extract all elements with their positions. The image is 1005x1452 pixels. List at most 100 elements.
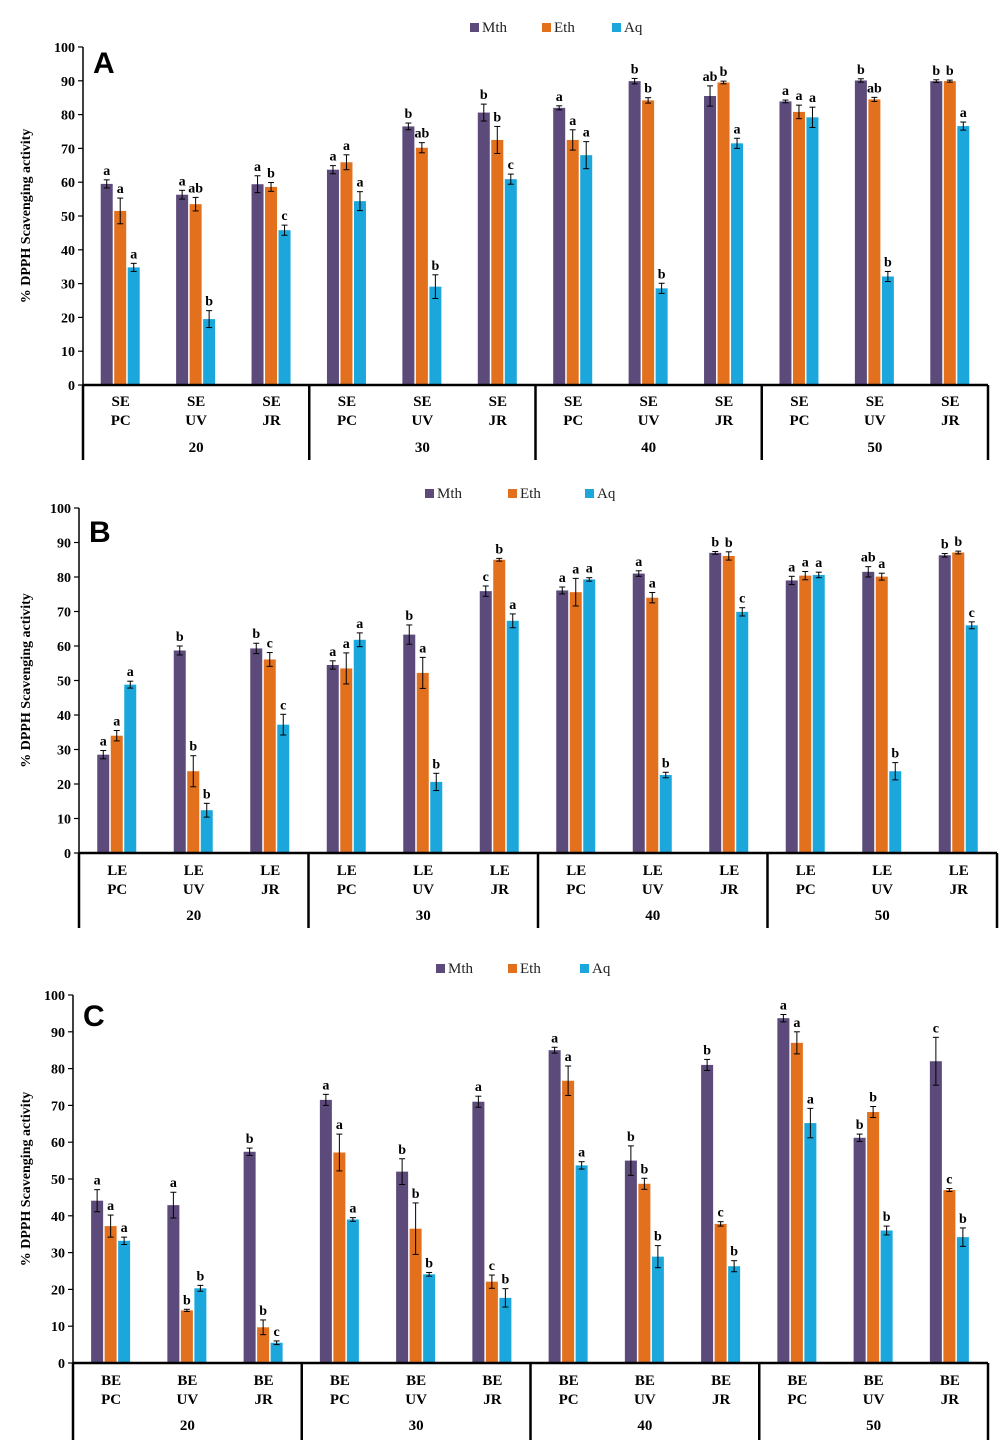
bar-eth xyxy=(562,1080,575,1363)
significance-label: a xyxy=(878,557,885,572)
category-label-treatment: PC xyxy=(337,413,357,429)
bar-aq xyxy=(277,724,290,853)
bar-mth xyxy=(167,1205,180,1363)
significance-label: a xyxy=(782,84,789,99)
significance-label: a xyxy=(795,89,802,104)
bar-aq xyxy=(194,1288,207,1363)
y-tick-label: 100 xyxy=(50,502,71,517)
bar-aq xyxy=(346,1219,359,1363)
significance-label: a xyxy=(572,562,579,577)
legend-swatch-eth xyxy=(508,964,517,973)
category-label-treatment: PC xyxy=(559,1392,579,1408)
bar-mth xyxy=(402,126,415,386)
bar-aq xyxy=(651,1256,664,1363)
y-tick-label: 20 xyxy=(61,311,75,326)
y-tick-label: 40 xyxy=(61,244,75,259)
significance-label: b xyxy=(725,536,733,551)
significance-label: ab xyxy=(414,127,429,142)
category-label-treatment: JR xyxy=(261,882,280,898)
bar-mth xyxy=(862,571,875,853)
category-label-treatment: JR xyxy=(715,413,734,429)
category-label-extract: LE xyxy=(260,863,280,879)
category-label-treatment: UV xyxy=(412,882,434,898)
bar-aq xyxy=(736,611,749,853)
y-tick-label: 70 xyxy=(57,606,71,621)
bar-eth xyxy=(569,592,582,853)
category-label-extract: BE xyxy=(254,1373,274,1389)
significance-label: a xyxy=(649,577,656,592)
bar-aq xyxy=(200,810,213,853)
significance-label: a xyxy=(565,1050,572,1065)
y-tick-label: 80 xyxy=(61,109,75,124)
significance-label: b xyxy=(932,64,940,79)
y-tick-label: 60 xyxy=(61,176,75,191)
y-tick-label: 70 xyxy=(51,1099,65,1114)
bar-aq xyxy=(504,179,517,385)
bar-eth xyxy=(875,576,888,853)
significance-label: ab xyxy=(703,70,718,85)
significance-label: b xyxy=(405,609,413,624)
bar-mth xyxy=(326,664,339,853)
bar-aq xyxy=(118,1240,131,1363)
legend-swatch-aq xyxy=(580,964,589,973)
significance-label: a xyxy=(322,1078,329,1093)
bar-eth xyxy=(566,139,579,385)
category-label-extract: SE xyxy=(866,394,884,410)
y-tick-label: 10 xyxy=(57,813,71,828)
category-label-extract: BE xyxy=(711,1373,731,1389)
y-tick-label: 100 xyxy=(54,41,75,56)
bar-mth xyxy=(396,1171,409,1363)
category-label-treatment: UV xyxy=(185,413,207,429)
significance-label: a xyxy=(130,247,137,262)
y-tick-label: 70 xyxy=(61,142,75,157)
significance-label: c xyxy=(489,1259,495,1274)
category-label-extract: BE xyxy=(330,1373,350,1389)
category-label-treatment: PC xyxy=(796,882,816,898)
bar-eth xyxy=(180,1310,193,1363)
bar-aq xyxy=(506,620,519,853)
y-tick-label: 80 xyxy=(57,571,71,586)
significance-label: a xyxy=(107,1199,114,1214)
category-label-extract: SE xyxy=(489,394,507,410)
significance-label: a xyxy=(356,617,363,632)
bar-aq xyxy=(812,574,825,853)
bar-mth xyxy=(97,754,110,853)
significance-label: a xyxy=(551,1031,558,1046)
significance-label: a xyxy=(509,598,516,613)
bar-eth xyxy=(189,204,202,385)
y-axis-label: % DPPH Scavenging activity xyxy=(19,593,34,768)
y-tick-label: 30 xyxy=(57,744,71,759)
category-label-extract: SE xyxy=(338,394,356,410)
significance-label: a xyxy=(336,1118,343,1133)
group-label: 50 xyxy=(867,440,882,456)
significance-label: b xyxy=(720,65,728,80)
significance-label: a xyxy=(780,999,787,1014)
y-tick-label: 60 xyxy=(57,640,71,655)
category-label-treatment: PC xyxy=(789,413,809,429)
y-tick-label: 20 xyxy=(57,778,71,793)
significance-label: a xyxy=(94,1174,101,1189)
bar-mth xyxy=(477,112,490,386)
bar-eth xyxy=(642,100,655,386)
significance-label: b xyxy=(493,110,501,125)
category-label-treatment: JR xyxy=(489,413,508,429)
category-label-treatment: PC xyxy=(563,413,583,429)
bar-eth xyxy=(790,1042,803,1363)
category-label-treatment: JR xyxy=(491,882,510,898)
bar-mth xyxy=(632,573,645,853)
group-label: 20 xyxy=(180,1418,195,1434)
significance-label: a xyxy=(121,1221,128,1236)
category-label-extract: SE xyxy=(187,394,205,410)
bar-aq xyxy=(429,286,442,385)
significance-label: a xyxy=(793,1016,800,1031)
significance-label: a xyxy=(343,637,350,652)
legend-swatch-mth xyxy=(425,489,434,498)
y-tick-label: 50 xyxy=(61,210,75,225)
bar-eth xyxy=(722,555,735,853)
bar-eth xyxy=(491,139,504,385)
category-label-treatment: UV xyxy=(405,1392,427,1408)
y-tick-label: 30 xyxy=(51,1247,65,1262)
category-label-treatment: PC xyxy=(101,1392,121,1408)
category-label-treatment: PC xyxy=(566,882,586,898)
bar-mth xyxy=(251,184,264,385)
